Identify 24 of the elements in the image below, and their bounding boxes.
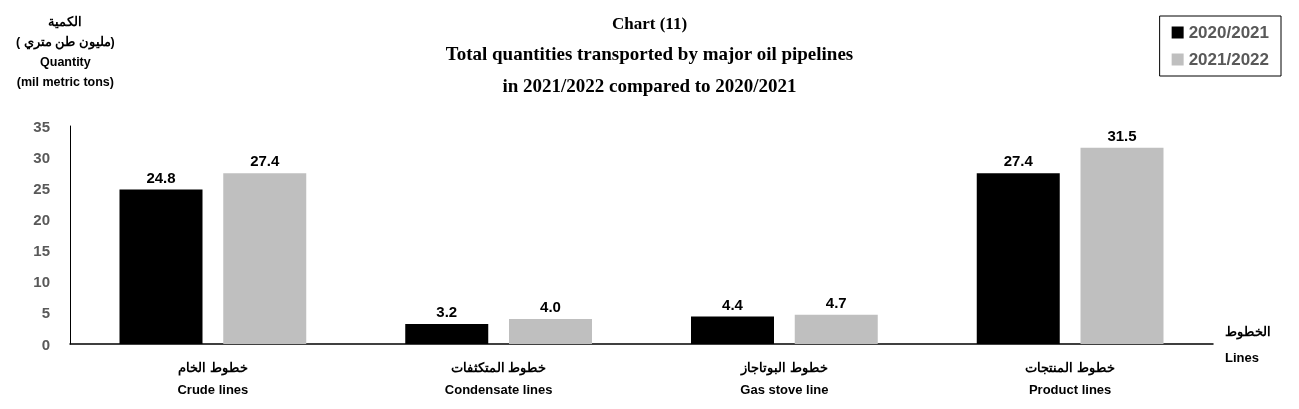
data-label: 4.0 — [540, 298, 561, 316]
y-tick-label: 20 — [33, 210, 50, 228]
data-label: 4.7 — [825, 293, 847, 311]
data-label: 3.2 — [436, 303, 458, 321]
y-tick-label: 5 — [41, 304, 50, 322]
y-tick-label: 10 — [33, 273, 50, 291]
data-label: 4.4 — [722, 295, 744, 313]
legend-label: 2020/2021 — [1188, 23, 1270, 42]
chart-subtitle: Total quantities transported by major oil pipelines in 2021/2022 compared to 2020/2021 — [445, 42, 854, 96]
data-label: 24.8 — [146, 168, 176, 186]
y-tick-label: 15 — [33, 242, 50, 260]
data-label: 27.4 — [1003, 152, 1034, 170]
data-label: 31.5 — [1107, 126, 1137, 144]
y-tick-label: 30 — [33, 148, 50, 166]
bar — [509, 319, 592, 344]
legend-label: 2021/2022 — [1188, 50, 1270, 69]
y-tick-label: 25 — [33, 179, 50, 197]
bar — [794, 314, 878, 344]
y-tick-label: 35 — [33, 117, 50, 135]
chart-title: Chart (11) — [611, 14, 688, 33]
data-label: 27.4 — [250, 152, 280, 170]
bar — [1080, 147, 1164, 344]
bar — [223, 173, 307, 344]
y-tick-label: 0 — [41, 335, 50, 353]
